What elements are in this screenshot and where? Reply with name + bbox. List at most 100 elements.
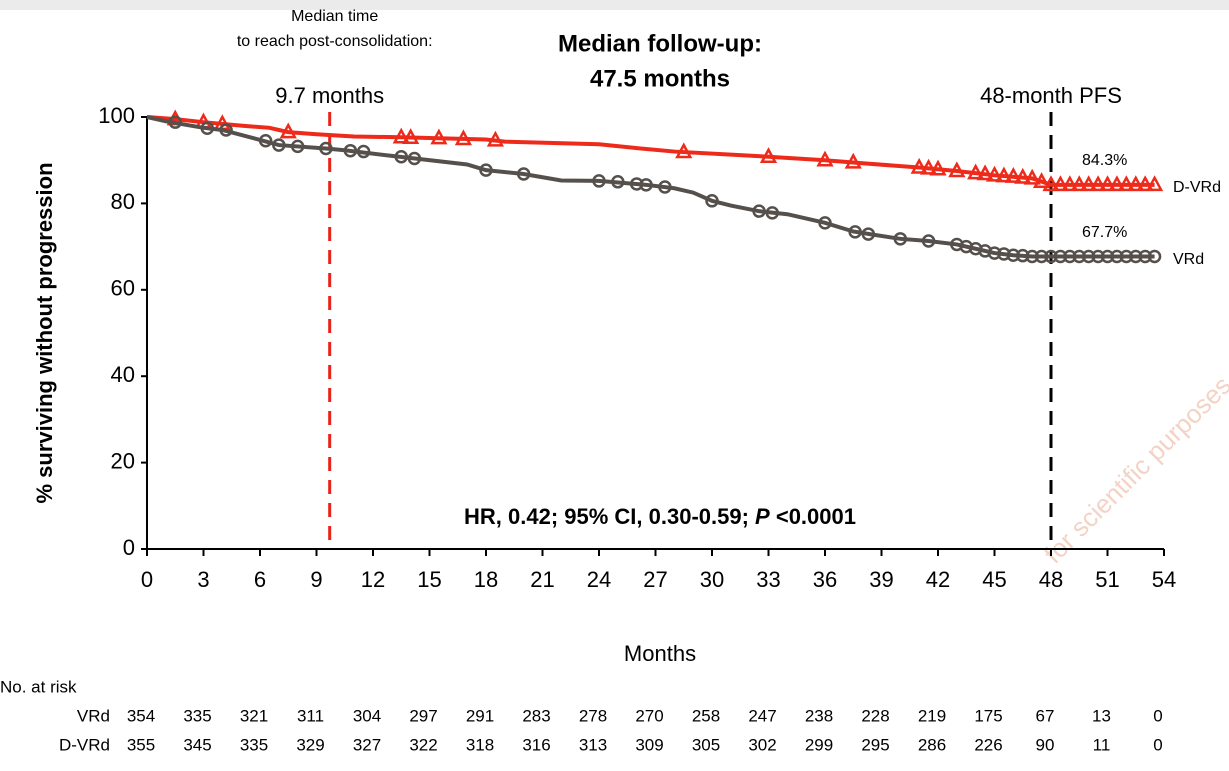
x-tick-label: 21 (530, 567, 554, 592)
x-tick-label: 45 (982, 567, 1006, 592)
censor-marker (1108, 175, 1126, 192)
censor-marker (844, 152, 862, 169)
at-risk-value: 318 (466, 735, 494, 754)
x-tick-label: 18 (474, 567, 498, 592)
at-risk-value: 258 (692, 706, 720, 725)
hr-text: HR, 0.42; 95% CI, 0.30-0.59; P <0.0001 (464, 504, 856, 529)
at-risk-value: 322 (409, 735, 437, 754)
at-risk-value: 355 (127, 735, 155, 754)
x-tick-label: 42 (926, 567, 950, 592)
y-tick-label: 40 (111, 362, 135, 387)
censor-marker (1006, 248, 1021, 262)
at-risk-value: 283 (522, 706, 550, 725)
censor-marker (611, 175, 625, 189)
censor-marker (818, 216, 832, 230)
censor-marker (1053, 249, 1068, 264)
hr-part: HR, 0.42; 95% CI, 0.30-0.59; (464, 504, 755, 529)
x-tick-label: 54 (1152, 567, 1176, 592)
hr-part: <0.0001 (770, 504, 856, 529)
at-risk-value: 316 (522, 735, 550, 754)
series-label: D-VRd (1173, 179, 1221, 196)
at-risk-value: 305 (692, 735, 720, 754)
censor-marker (356, 144, 371, 159)
reference-label: 9.7 months (275, 83, 384, 108)
x-tick-label: 24 (587, 567, 611, 592)
at-risk-value: 302 (748, 735, 776, 754)
end-value-label: 84.3% (1082, 152, 1127, 169)
x-tick-label: 33 (756, 567, 780, 592)
x-axis-label: Months (624, 641, 696, 666)
censor-marker (407, 151, 422, 166)
censor-marker (848, 225, 862, 239)
censor-marker (1042, 175, 1060, 192)
at-risk-label: D-VRd (59, 735, 110, 754)
x-tick-label: 0 (141, 567, 153, 592)
at-risk-value: 0 (1153, 706, 1162, 725)
chart-title: 47.5 months (590, 65, 730, 92)
censor-marker (392, 127, 410, 144)
y-axis-label: % surviving without progression (32, 162, 57, 503)
censor-marker (921, 234, 936, 248)
at-risk-value: 313 (579, 735, 607, 754)
censor-marker (394, 149, 408, 164)
at-risk-value: 67 (1036, 706, 1055, 725)
at-risk-value: 309 (635, 735, 663, 754)
censor-marker (919, 158, 938, 175)
at-risk-value: 247 (748, 706, 776, 725)
y-tick-label: 100 (98, 103, 135, 128)
x-tick-label: 6 (254, 567, 266, 592)
x-tick-label: 36 (813, 567, 837, 592)
censor-marker (1100, 249, 1115, 264)
censor-marker (1080, 175, 1098, 192)
censor-marker (258, 134, 273, 148)
end-value-label: 67.7% (1082, 224, 1127, 241)
at-risk-value: 327 (353, 735, 381, 754)
censor-marker (1119, 249, 1134, 264)
censor-marker (1051, 175, 1070, 192)
censor-marker (592, 174, 606, 188)
y-tick-label: 20 (111, 448, 135, 473)
at-risk-value: 299 (805, 735, 833, 754)
watermark: for scientific purposes (1038, 370, 1229, 569)
censor-marker (430, 128, 448, 145)
x-tick-label: 12 (361, 567, 385, 592)
at-risk-value: 286 (918, 735, 946, 754)
censor-marker (1147, 249, 1162, 264)
censor-marker (454, 129, 472, 146)
hr-part: P (755, 504, 770, 529)
censor-marker (1117, 175, 1135, 192)
censor-marker (1032, 172, 1051, 189)
censor-marker (976, 164, 994, 181)
censor-marker (1014, 167, 1032, 184)
censor-marker (1145, 175, 1164, 192)
at-risk-value: 354 (127, 706, 155, 725)
at-risk-value: 0 (1153, 735, 1162, 754)
censor-marker (290, 139, 305, 154)
at-risk-value: 11 (1093, 735, 1111, 754)
y-tick-label: 0 (123, 535, 135, 560)
y-tick-label: 60 (111, 276, 135, 301)
censor-marker (985, 165, 1004, 182)
at-risk-value: 13 (1092, 706, 1111, 725)
survival-line (146, 115, 1155, 259)
censor-marker (1127, 175, 1145, 192)
x-tick-label: 30 (700, 567, 724, 592)
censor-marker (479, 163, 493, 177)
censor-marker (759, 147, 778, 163)
censor-marker (1081, 249, 1096, 264)
censor-marker (1016, 248, 1030, 263)
censor-marker (995, 166, 1013, 183)
censor-marker (168, 115, 182, 129)
at-risk-value: 335 (183, 706, 211, 725)
censor-marker (967, 163, 985, 180)
at-risk-value: 291 (466, 706, 494, 725)
top-band (0, 0, 1229, 10)
censor-marker (343, 143, 358, 158)
censor-marker (705, 194, 719, 208)
at-risk-value: 304 (353, 706, 381, 725)
censor-marker (402, 128, 420, 144)
censor-marker (816, 150, 834, 167)
at-risk-label: VRd (77, 706, 110, 725)
censor-marker (987, 246, 1002, 260)
